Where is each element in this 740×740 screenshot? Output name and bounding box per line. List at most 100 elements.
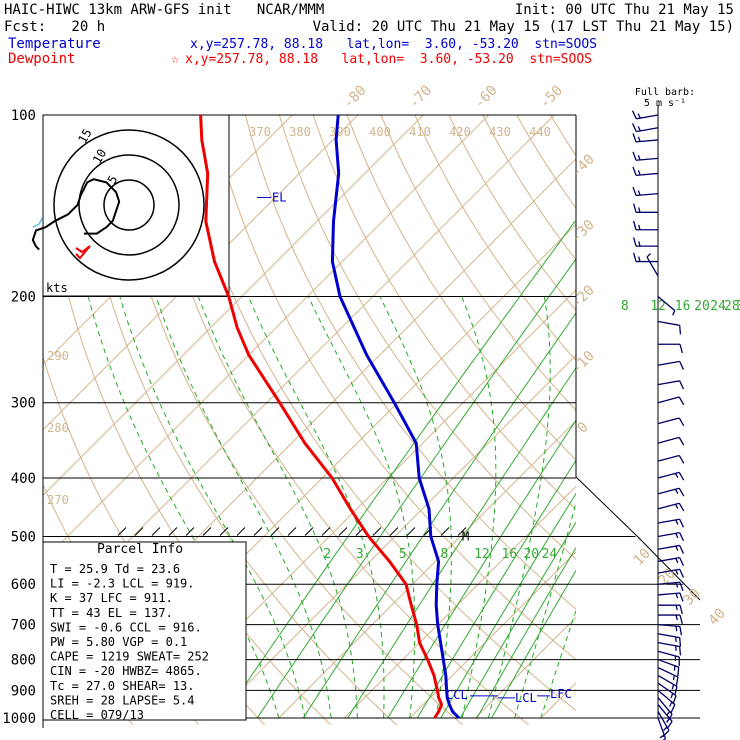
wind-barb <box>631 110 659 120</box>
barb-flag <box>637 126 641 132</box>
theta-label: 440 <box>529 125 551 139</box>
hatch-mark <box>457 527 467 536</box>
barb-flag <box>662 729 670 738</box>
parcel-info-row: SREH = 28 LAPSE= 5.4 <box>50 693 195 707</box>
wind-barb <box>657 581 684 591</box>
hatch-mark <box>270 527 280 536</box>
barb-flag <box>675 569 679 575</box>
wind-barb <box>657 396 685 406</box>
mixing-ratio-label: 12 <box>474 547 490 562</box>
barb-shaft <box>657 417 680 425</box>
barb-shaft <box>657 436 680 444</box>
dry-adiabat <box>380 115 576 412</box>
wind-barb <box>657 471 685 481</box>
dry-adiabat <box>652 115 740 731</box>
dewpoint-trace <box>199 115 444 719</box>
mixing-ratio-label: 5 <box>399 547 407 562</box>
dry-adiabat <box>482 115 576 261</box>
wind-barb <box>657 544 685 554</box>
barb-shaft <box>657 380 680 386</box>
wind-barb <box>657 633 682 647</box>
barb-flag <box>666 710 671 716</box>
hatch-mark <box>338 527 348 536</box>
theta-labels: 370 380 390 400 410 420 430 440 290 280 270 <box>47 125 551 507</box>
isotherm <box>474 616 576 719</box>
barb-flag <box>632 166 637 176</box>
isotherm <box>606 115 740 718</box>
mixing-ratio-line <box>416 459 576 719</box>
hatch-mark <box>219 527 229 536</box>
dry-adiabat <box>75 115 398 725</box>
mixing-ratio-label: 16 <box>675 299 691 314</box>
barb-flag <box>674 473 679 479</box>
mixing-ratio-line <box>256 258 576 719</box>
mixing-ratio-line <box>459 521 576 719</box>
barb-flag <box>678 487 685 497</box>
wind-barb <box>657 532 685 542</box>
hatch-mark <box>185 527 195 536</box>
mixing-ratio-label: 32 <box>736 299 740 314</box>
parcel-info-row: CAPE = 1219 SWEAT= 252 <box>50 650 209 664</box>
mixing-ratio-label: 8 <box>441 547 449 562</box>
dewpoint-location-info: x,y=257.78, 88.18 lat,lon= 3.60, -53.20 … <box>185 52 592 67</box>
barb-flag <box>638 207 641 213</box>
barb-flag <box>672 695 677 705</box>
barb-flag <box>679 605 683 615</box>
mixing-ratio-label: 28 <box>724 299 740 314</box>
level-markers: CCL LCL LFC EL M <box>257 190 572 705</box>
barb-flag <box>679 582 684 591</box>
barb-flag <box>638 224 641 230</box>
mixing-ratio-line <box>491 569 576 719</box>
barb-flag <box>679 518 685 528</box>
barb-flag <box>678 502 685 512</box>
barb-flag <box>675 558 679 564</box>
parcel-info-row: TT = 43 EL = 137. <box>50 606 173 620</box>
mixing-ratio-label: 24 <box>542 547 558 562</box>
barb-flag <box>670 704 676 713</box>
barb-flag <box>679 361 685 370</box>
theta-label: 410 <box>409 125 431 139</box>
isotherm-label: -30 <box>569 217 598 246</box>
isotherm <box>343 485 576 719</box>
isotherm <box>278 420 576 719</box>
parcel-info-row: PW = 5.80 VGP = 0.1 <box>50 635 187 649</box>
barb-flag <box>675 605 678 611</box>
barb-shaft <box>657 650 680 658</box>
moist-adiabat <box>379 296 452 719</box>
hodograph-trace <box>31 178 121 251</box>
barb-flag <box>632 186 637 196</box>
moist-adiabat <box>119 296 306 719</box>
hodograph-lowlevel-trace <box>32 217 44 228</box>
barb-flag <box>679 637 682 647</box>
barb-flag <box>674 686 678 696</box>
barb-shaft <box>657 704 673 722</box>
pressure-label-400: 400 <box>11 471 36 487</box>
lfc-label: LFC <box>550 687 572 701</box>
barb-flag <box>679 646 682 656</box>
barb-shaft <box>657 320 680 326</box>
wind-barb <box>657 518 685 528</box>
isotherm-label: 20 <box>656 566 679 589</box>
theta-label: 400 <box>369 125 391 139</box>
barb-flag <box>677 667 680 677</box>
pressure-label-100: 100 <box>11 108 36 124</box>
moist-adiabat <box>514 500 576 719</box>
dry-adiabat <box>278 115 576 560</box>
barb-flag <box>679 568 685 578</box>
inset-diagonal <box>575 476 701 601</box>
hodograph-units: kts <box>46 281 68 295</box>
theta-label: 290 <box>47 349 69 363</box>
hodograph-ring-label: 15 <box>75 126 94 146</box>
mixing-ratio-line <box>387 419 576 719</box>
barb-flag <box>633 203 637 213</box>
parcel-info-box: Parcel Info T = 25.9 Td = 23.6LI = -2.3 L… <box>42 541 247 722</box>
mixing-ratio-line <box>440 492 576 719</box>
isotherm-label: 0 <box>575 419 592 436</box>
barb-flag <box>678 396 685 406</box>
isotherm-label: -70 <box>406 83 435 112</box>
mixing-ratio-label: 3 <box>356 547 364 562</box>
barb-flag <box>679 344 683 354</box>
wind-barb <box>657 360 685 370</box>
barb-flag <box>679 545 685 554</box>
theta-label: 430 <box>489 125 511 139</box>
